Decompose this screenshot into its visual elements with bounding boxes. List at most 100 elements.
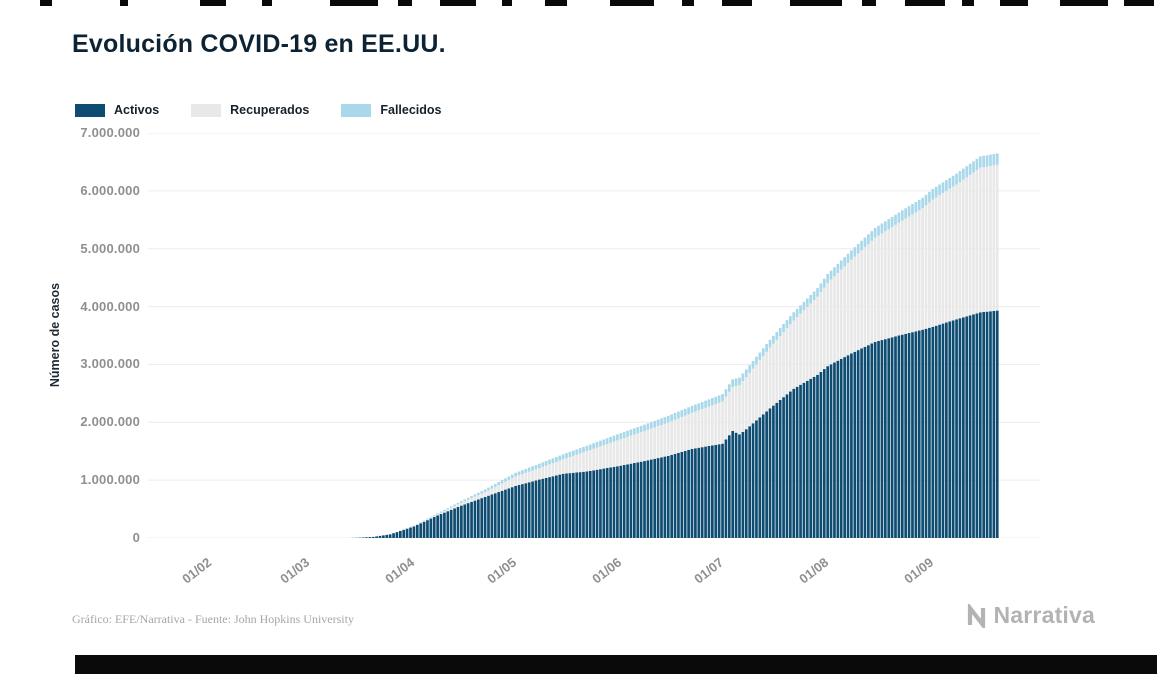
bar-segment-fallecidos xyxy=(612,435,616,442)
bar-segment-activos xyxy=(378,535,382,538)
bar-segment-fallecidos xyxy=(897,212,901,223)
bar-segment-activos xyxy=(945,322,948,538)
bar-segment-fallecidos xyxy=(704,400,707,408)
bar-segment-activos xyxy=(731,430,735,538)
bar-segment-recuperados xyxy=(514,476,517,486)
bar-segment-fallecidos xyxy=(595,441,599,448)
bar-segment-recuperados xyxy=(555,461,558,476)
bar-segment-recuperados xyxy=(575,454,579,473)
bar-segment-recuperados xyxy=(439,512,443,515)
bar-segment-fallecidos xyxy=(856,243,860,254)
bar-segment-recuperados xyxy=(802,310,806,383)
bar-segment-fallecidos xyxy=(609,436,612,443)
bar-segment-recuperados xyxy=(656,426,660,459)
bar-segment-fallecidos xyxy=(819,283,823,293)
bar-segment-activos xyxy=(517,485,521,538)
bar-segment-recuperados xyxy=(887,229,891,339)
bar-segment-fallecidos xyxy=(938,184,941,196)
bar-segment-activos xyxy=(724,439,728,538)
bar-segment-fallecidos xyxy=(945,180,948,191)
bar-segment-recuperados xyxy=(633,434,636,464)
bar-segment-recuperados xyxy=(904,218,908,334)
narrativa-logo-text: Narrativa xyxy=(993,602,1095,628)
bar-segment-activos xyxy=(751,423,755,538)
bar-segment-activos xyxy=(510,487,514,538)
bar-segment-fallecidos xyxy=(480,491,484,494)
bar-segment-recuperados xyxy=(897,222,901,336)
bar-segment-fallecidos xyxy=(538,463,541,469)
bar-segment-activos xyxy=(921,329,924,538)
bar-segment-activos xyxy=(721,443,724,538)
bar-segment-activos xyxy=(775,402,779,538)
bar-segment-recuperados xyxy=(646,429,650,461)
bar-segment-activos xyxy=(449,509,453,538)
bar-segment-recuperados xyxy=(643,431,646,462)
bar-segment-fallecidos xyxy=(592,443,595,449)
bar-segment-recuperados xyxy=(812,300,816,377)
bar-segment-recuperados xyxy=(561,459,565,474)
bar-segment-recuperados xyxy=(460,502,463,506)
bar-segment-activos xyxy=(697,447,701,538)
bar-segment-fallecidos xyxy=(707,399,711,407)
bar-segment-recuperados xyxy=(677,418,680,453)
bar-segment-activos xyxy=(612,466,616,538)
bar-segment-activos xyxy=(829,364,833,538)
bar-segment-fallecidos xyxy=(721,394,724,402)
bar-segment-fallecidos xyxy=(585,445,589,452)
bar-segment-fallecidos xyxy=(443,509,446,511)
bar-segment-recuperados xyxy=(456,504,460,507)
bar-segment-fallecidos xyxy=(446,508,450,510)
y-axis-tick-label: 2.000.000 xyxy=(80,414,140,430)
bar-segment-activos xyxy=(985,311,989,538)
bar-segment-fallecidos xyxy=(951,175,955,187)
y-axis-tick-label: 4.000.000 xyxy=(80,298,140,314)
bar-segment-fallecidos xyxy=(748,365,752,373)
bar-segment-fallecidos xyxy=(483,489,487,493)
bar-segment-recuperados xyxy=(592,448,595,471)
top-edge-artifact xyxy=(262,0,272,6)
bar-segment-activos xyxy=(371,536,375,538)
bar-segment-activos xyxy=(551,476,555,538)
bar-segment-recuperados xyxy=(894,224,897,337)
bar-segment-fallecidos xyxy=(751,360,755,369)
bar-segment-activos xyxy=(741,431,745,538)
bar-segment-fallecidos xyxy=(656,419,660,427)
bar-segment-fallecidos xyxy=(599,440,602,447)
bar-segment-fallecidos xyxy=(941,182,945,194)
bar-segment-recuperados xyxy=(880,233,884,341)
bar-segment-activos xyxy=(565,473,568,538)
bar-segment-activos xyxy=(473,500,477,538)
bar-segment-recuperados xyxy=(612,441,616,467)
bottom-black-bar xyxy=(75,655,1157,674)
bar-segment-recuperados xyxy=(616,440,619,467)
bar-segment-activos xyxy=(826,366,830,538)
bar-segment-activos xyxy=(972,314,975,538)
bar-segment-activos xyxy=(805,380,809,538)
bar-segment-recuperados xyxy=(961,179,965,318)
bar-segment-recuperados xyxy=(867,244,870,346)
bar-segment-recuperados xyxy=(558,460,562,475)
bar-segment-activos xyxy=(541,478,545,538)
bar-segment-recuperados xyxy=(853,256,857,352)
bar-segment-activos xyxy=(887,338,891,538)
bar-segment-recuperados xyxy=(805,306,809,381)
bar-segment-activos xyxy=(839,358,843,538)
bar-segment-activos xyxy=(466,503,470,538)
bar-segment-fallecidos xyxy=(633,428,636,435)
bar-segment-fallecidos xyxy=(805,298,809,307)
stacked-bar-chart xyxy=(148,132,1040,539)
bar-segment-recuperados xyxy=(534,469,538,481)
bar-segment-activos xyxy=(398,530,402,538)
bar-segment-activos xyxy=(883,339,887,538)
bar-segment-activos xyxy=(446,511,450,538)
bar-segment-fallecidos xyxy=(768,339,772,348)
bar-segment-fallecidos xyxy=(894,214,897,225)
bar-segment-recuperados xyxy=(551,463,555,477)
bar-segment-activos xyxy=(605,467,609,538)
y-axis-tick-label: 1.000.000 xyxy=(80,472,140,488)
bar-segment-activos xyxy=(633,463,636,538)
bar-segment-fallecidos xyxy=(843,257,846,267)
bar-segment-fallecidos xyxy=(853,247,857,257)
bar-segment-fallecidos xyxy=(514,472,517,477)
bar-segment-activos xyxy=(534,480,538,538)
